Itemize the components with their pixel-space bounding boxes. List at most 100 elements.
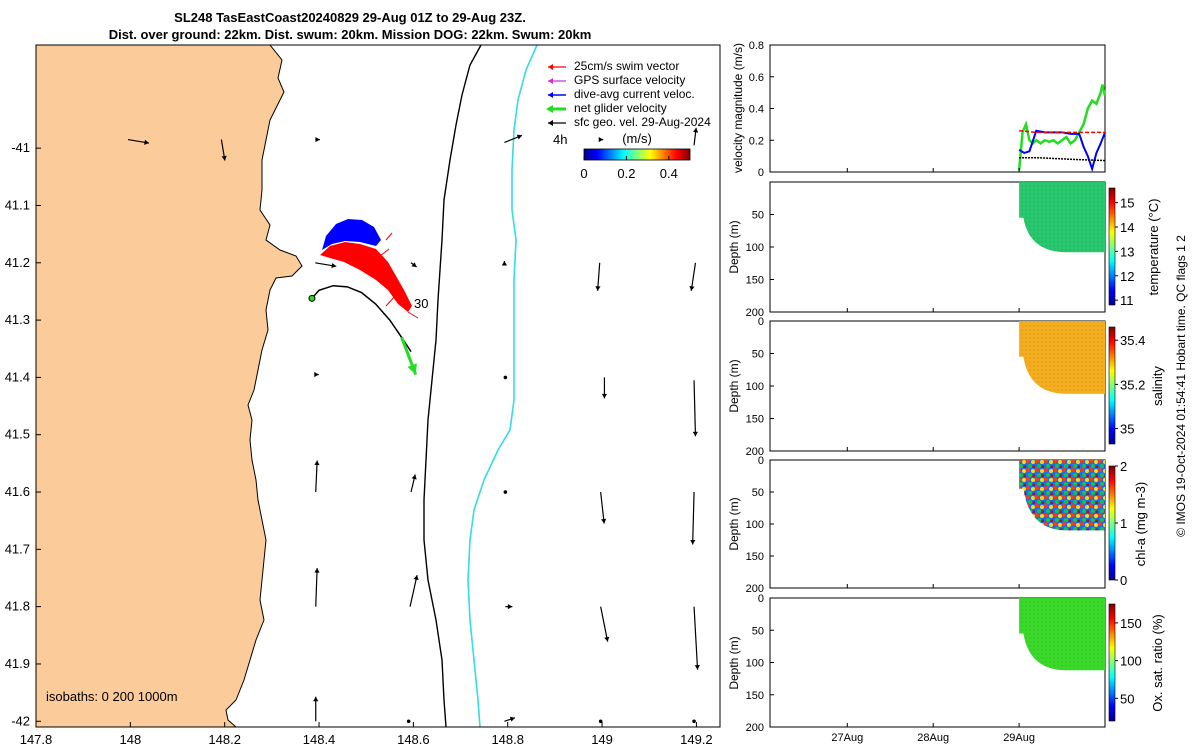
- speed-colorbar-tick-label: 0: [580, 166, 587, 181]
- sfc-geo-vector-head: [413, 575, 419, 581]
- sfc-geo-vector-head: [595, 286, 601, 291]
- depth-tick-label: 50: [752, 210, 764, 222]
- map-x-tick-label: 148.4: [303, 732, 336, 747]
- depth-tick-label: 150: [746, 414, 764, 426]
- sfc-geo-vector-head: [689, 285, 695, 291]
- chla-y-ticks: 0 50 100 150 200: [746, 455, 774, 595]
- map-x-tick-label: 148.6: [397, 732, 430, 747]
- time-tick-label: 29Aug: [1003, 732, 1035, 744]
- sfc-geo-vector-dot: [692, 719, 696, 724]
- chla-colorbar-label: chl-a (mg m-3): [1133, 482, 1148, 567]
- sfc-geo-vector: [598, 136, 604, 143]
- sfc-geo-vector-head: [411, 474, 417, 480]
- map-y-tick-label: -42: [11, 713, 30, 728]
- depth-tick-label: 100: [746, 658, 764, 670]
- temperature-colorbar-ticks: 11 12 13 14 15: [1115, 196, 1134, 308]
- isobath-200m: [423, 45, 482, 727]
- isobaths-label: isobaths: 0 200 1000m: [46, 689, 178, 704]
- chla-depth-label: Depth (m): [727, 497, 741, 550]
- oxygen-colorbar: [1108, 603, 1116, 722]
- sfc-geo-vector: [601, 377, 608, 399]
- sfc-geo-vector-head: [516, 134, 522, 140]
- sfc-geo-vector-head: [598, 136, 604, 143]
- chla-colorbar-ticks: 0 1 2: [1115, 459, 1127, 588]
- sfc-geo-vector: [689, 262, 697, 291]
- oxygen-depth-label: Depth (m): [727, 636, 741, 689]
- start-position-marker: [308, 294, 316, 302]
- sfc-geo-vector-shaft: [315, 460, 318, 493]
- sfc-geo-vector-head: [144, 139, 149, 145]
- sfc-geo-vector-head: [331, 262, 337, 269]
- map-y-tick-label: 41.1: [5, 197, 30, 212]
- colorbar-tick-label: 14: [1120, 220, 1134, 235]
- velocity-line-sfcgeo: [1019, 156, 1106, 162]
- temperature-colorbar: [1108, 187, 1116, 306]
- sfc-geo-vector-shaft: [693, 380, 697, 437]
- sfc-geo-vector-shaft: [315, 568, 318, 607]
- salinity-colorbar-ticks: 35 35.2 35.4: [1115, 333, 1145, 437]
- sfc-geo-vector-head: [313, 696, 319, 702]
- time-tick-label: 28Aug: [917, 732, 949, 744]
- time-axis-ticks: 27Aug 28Aug 29Aug: [831, 168, 1035, 744]
- sfc-geo-vector: [406, 719, 411, 724]
- depth-tick-label: 150: [746, 551, 764, 563]
- salinity-colorbar: [1108, 326, 1116, 445]
- speed-colorbar-ramp: [583, 148, 691, 161]
- depth-tick-label: 200: [746, 583, 764, 595]
- map-legend: 25cm/s swim vector GPS surface velocity …: [546, 59, 711, 129]
- sfc-geo-vector: [410, 262, 417, 268]
- legend-label-dive: dive-avg current veloc.: [574, 87, 695, 101]
- section-texture: [1019, 321, 1105, 394]
- sfc-geo-vector-head: [221, 155, 227, 161]
- depth-tick-label: 50: [752, 487, 764, 499]
- sfc-geo-vector-head: [314, 371, 319, 378]
- net-glider-velocity-vector: [400, 336, 418, 376]
- chla-panel: 0 50 100 150 200 Depth (m) 0 1 2 chl-a (mg m-3…: [727, 455, 1148, 595]
- swim-vector-fan: [320, 242, 412, 312]
- sfc-geo-vector: [410, 474, 417, 493]
- velocity-y-tick-label: 0.8: [749, 40, 764, 52]
- sfc-geo-vector: [693, 606, 700, 670]
- colorbar-tick-label: 11: [1120, 293, 1134, 308]
- sfc-geo-vector-shaft: [693, 606, 699, 670]
- sfc-geo-vector: [220, 139, 227, 161]
- sfc-geo-vector-head: [604, 636, 610, 642]
- track-hour-label: 30: [414, 296, 428, 311]
- sfc-geo-vector: [598, 719, 603, 724]
- legend-label-net: net glider velocity: [574, 101, 667, 115]
- map-axes-frame: [35, 44, 721, 728]
- sfc-geo-vector-shaft: [600, 491, 605, 524]
- map-panel: 147.8 148 148.2 148.4 148.6 148.8 149 149.2 -41…: [5, 44, 721, 747]
- dive-current-vector-fan: [322, 219, 381, 250]
- depth-tick-label: 0: [758, 593, 764, 605]
- speed-colorbar-tick-label: 0.2: [617, 166, 635, 181]
- depth-tick-label: 150: [746, 275, 764, 287]
- sfc-geo-vector: [314, 568, 320, 607]
- depth-tick-label: 150: [746, 690, 764, 702]
- glider-track: [311, 284, 412, 353]
- map-y-tick-label: 41.9: [5, 656, 30, 671]
- sfc-geo-vector-dot: [503, 490, 508, 494]
- colorbar-tick-label: 100: [1120, 654, 1142, 669]
- velocity-y-tick-label: 0.6: [749, 72, 764, 84]
- sfc-geo-vector-head: [315, 136, 320, 143]
- sfc-geo-vector-shaft: [600, 606, 609, 642]
- sfc-geo-vector: [315, 262, 337, 269]
- map-x-tick-label: 147.8: [20, 732, 53, 747]
- depth-tick-label: 100: [746, 519, 764, 531]
- sfc-geo-vector-head: [693, 127, 699, 133]
- sfc-geo-vector-head: [507, 604, 513, 610]
- sfc-geo-vector-head: [601, 393, 608, 399]
- colorbar-tick-label: 35.4: [1120, 333, 1145, 348]
- land-tasmania: [36, 45, 303, 727]
- depth-tick-label: 200: [746, 722, 764, 734]
- speed-colorbar-ticks: 0 0.2 0.4: [580, 156, 678, 181]
- sfc-geo-vector: [600, 491, 607, 524]
- sfc-geo-vector-head: [314, 460, 320, 466]
- map-y-tick-label: 41.2: [5, 255, 30, 270]
- depth-tick-label: 200: [746, 307, 764, 319]
- temperature-panel: 50 100 150 200 Depth (m) 11 12 13 14 15 tempera…: [727, 181, 1161, 319]
- map-y-tick-label: 41.8: [5, 599, 30, 614]
- map-x-tick-label: 148.8: [491, 732, 524, 747]
